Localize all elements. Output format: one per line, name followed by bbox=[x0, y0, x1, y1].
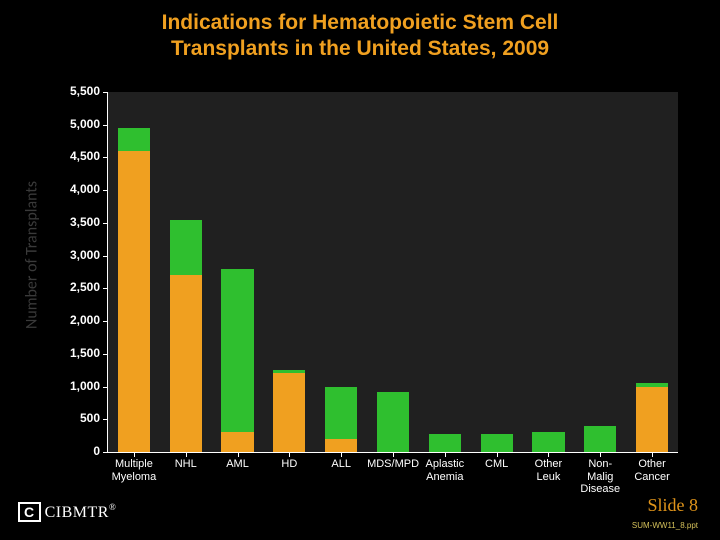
y-tick-label: 2,000 bbox=[56, 313, 100, 327]
bar-segment bbox=[429, 434, 461, 452]
category-label: AML bbox=[212, 458, 264, 471]
logo-reg: ® bbox=[109, 502, 116, 512]
slide-title: Indications for Hematopoietic Stem Cell … bbox=[0, 10, 720, 63]
y-tick-label: 5,000 bbox=[56, 117, 100, 131]
bar-segment bbox=[636, 383, 668, 386]
x-tick bbox=[548, 452, 549, 457]
title-line2: Transplants in the United States, 2009 bbox=[171, 37, 549, 60]
x-tick bbox=[445, 452, 446, 457]
y-tick-label: 3,500 bbox=[56, 215, 100, 229]
x-tick bbox=[238, 452, 239, 457]
bar-segment bbox=[170, 220, 202, 276]
category-label: MDS/MPD bbox=[367, 458, 419, 471]
category-label: OtherLeuk bbox=[523, 458, 575, 483]
bar-segment bbox=[273, 373, 305, 452]
slide-root: { "title_line1": "Indications for Hemato… bbox=[0, 0, 720, 540]
y-tick-label: 1,500 bbox=[56, 346, 100, 360]
bar-segment bbox=[584, 426, 616, 452]
slide-number: Slide 8 bbox=[647, 495, 698, 516]
x-tick bbox=[289, 452, 290, 457]
category-label: HD bbox=[263, 458, 315, 471]
title-line1: Indications for Hematopoietic Stem Cell bbox=[162, 11, 559, 34]
source-file: SUM-WW11_8.ppt bbox=[632, 521, 698, 530]
y-tick-label: 4,500 bbox=[56, 149, 100, 163]
x-tick bbox=[134, 452, 135, 457]
bar-segment bbox=[170, 275, 202, 452]
category-label: OtherCancer bbox=[626, 458, 678, 483]
bar-segment bbox=[221, 269, 253, 433]
bar-segment bbox=[636, 387, 668, 452]
category-label: NHL bbox=[160, 458, 212, 471]
x-tick bbox=[652, 452, 653, 457]
logo-mark: C bbox=[18, 502, 41, 522]
bar-segment bbox=[221, 432, 253, 452]
bar-segment bbox=[481, 434, 513, 452]
x-tick bbox=[341, 452, 342, 457]
y-tick-label: 3,000 bbox=[56, 248, 100, 262]
logo-text: CIBMTR bbox=[45, 504, 109, 521]
bar-segment bbox=[325, 439, 357, 452]
x-tick bbox=[393, 452, 394, 457]
category-label: AplasticAnemia bbox=[419, 458, 471, 483]
category-label: ALL bbox=[315, 458, 367, 471]
y-tick-label: 2,500 bbox=[56, 280, 100, 294]
bar-segment bbox=[273, 370, 305, 373]
x-tick bbox=[497, 452, 498, 457]
category-label: CML bbox=[471, 458, 523, 471]
category-label: Non-MaligDisease bbox=[574, 458, 626, 496]
bar-segment bbox=[325, 387, 357, 439]
y-tick-label: 5,500 bbox=[56, 84, 100, 98]
y-tick-label: 0 bbox=[56, 444, 100, 458]
x-tick bbox=[600, 452, 601, 457]
x-tick bbox=[186, 452, 187, 457]
y-axis-label-box: Number of Transplants bbox=[20, 95, 44, 415]
y-axis bbox=[107, 92, 108, 452]
bar-segment bbox=[377, 392, 409, 452]
y-tick-label: 500 bbox=[56, 411, 100, 425]
category-label: MultipleMyeloma bbox=[108, 458, 160, 483]
y-tick-label: 4,000 bbox=[56, 182, 100, 196]
bar-segment bbox=[532, 432, 564, 452]
bar-segment bbox=[118, 151, 150, 452]
y-axis-label: Number of Transplants bbox=[23, 181, 42, 329]
bar-segment bbox=[118, 128, 150, 151]
footer-logo: CCIBMTR® bbox=[18, 502, 116, 522]
y-tick-label: 1,000 bbox=[56, 379, 100, 393]
